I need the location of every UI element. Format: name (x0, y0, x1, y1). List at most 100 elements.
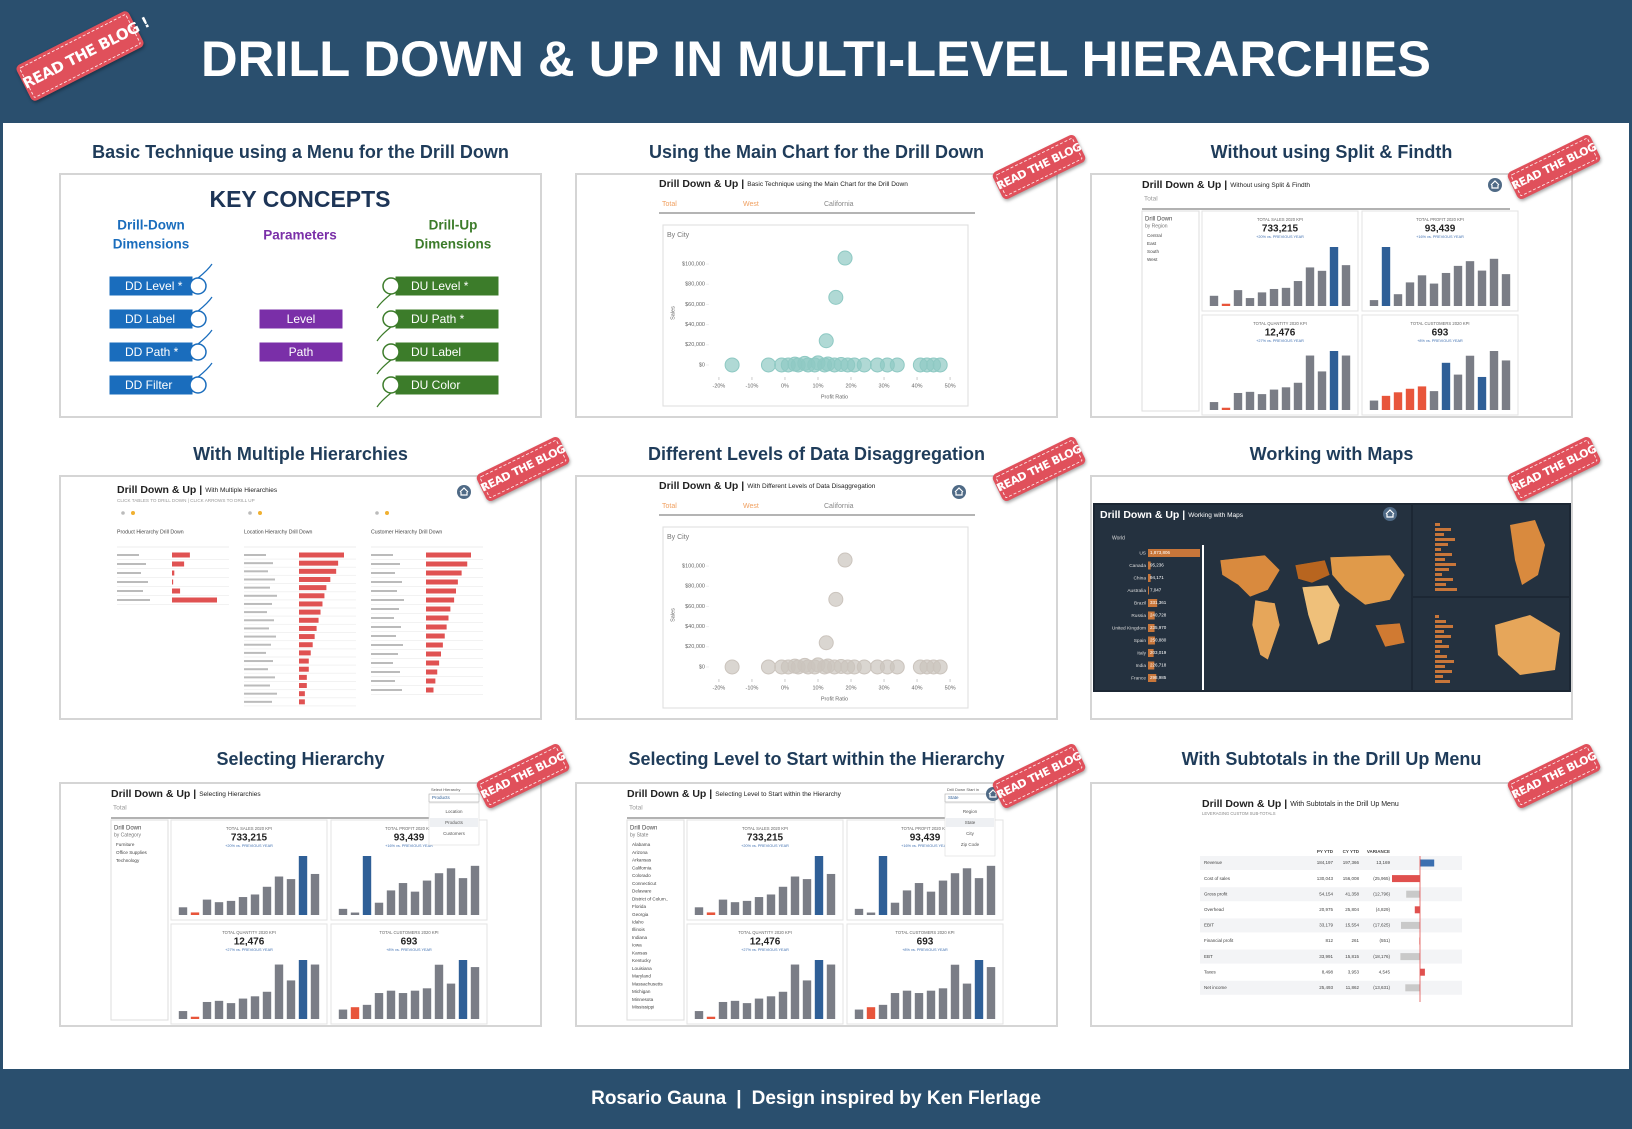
separator: | (736, 1088, 742, 1109)
side-item: Florida (632, 904, 646, 909)
map-region (1374, 622, 1406, 648)
thumbnail[interactable]: Drill Down & Up | With Subtotals in the D… (1090, 782, 1573, 1027)
hierarchy-bar (426, 561, 468, 567)
kpi-bar (446, 868, 456, 915)
drill-up-arrow (375, 511, 379, 515)
cy-value: 197,366 (1343, 860, 1360, 865)
sub-bar (1435, 573, 1442, 576)
row-label-placeholder (244, 602, 272, 605)
side-subtitle: by Category (114, 832, 141, 838)
thumbnail[interactable]: KEY CONCEPTS Drill-Down Dimensions DD Level… (59, 173, 542, 418)
py-value: 812 (1325, 938, 1333, 943)
kpi-bar (422, 880, 432, 915)
kpi-note: +16% vs. PREVIOUS YEAR (1416, 235, 1464, 239)
drill-up-arrow (385, 511, 389, 515)
variance-bar (1414, 906, 1420, 914)
kpi-bar (766, 894, 776, 915)
hierarchy-bar (426, 642, 443, 648)
row-label-placeholder (371, 689, 402, 691)
thumbnail[interactable]: Drill Down & Up | Basic Technique using t… (575, 173, 1058, 418)
dashboard-heading: Drill Down & Up | With Multiple Hierarchi… (117, 484, 278, 496)
row-label-placeholder (244, 635, 276, 638)
concept-label: DD Level * (125, 279, 183, 293)
kpi-bar (926, 990, 936, 1019)
kpi-note: +8% vs. PREVIOUS YEAR (902, 948, 948, 952)
sub-bar (1435, 640, 1442, 643)
country-bar (1148, 574, 1151, 582)
country-name: Brazil (1134, 600, 1146, 606)
kpi-bar (962, 868, 972, 915)
connector (376, 293, 392, 309)
kpi-value: 693 (1432, 328, 1449, 339)
kpi-bar (1477, 376, 1487, 410)
kpi-bar (1381, 247, 1391, 306)
row-label-placeholder (244, 700, 272, 703)
side-item: Office Supplies (116, 850, 148, 855)
x-axis-label: Profit Ratio (821, 394, 848, 400)
concept-label: DD Path * (125, 345, 179, 359)
kpi-bar (950, 873, 960, 915)
home-icon-glyph (1385, 509, 1395, 518)
thumbnail[interactable]: Drill Down & Up | With Different Levels o… (575, 475, 1058, 720)
variance-bar (1392, 875, 1420, 883)
side-item: Alabama (632, 842, 651, 847)
tab: Total (662, 503, 677, 510)
heading-sub: Without using Split & Findth (1230, 182, 1310, 189)
kpi-bar (286, 980, 296, 1019)
kpi-bar (974, 878, 984, 915)
side-item: Maryland (632, 974, 651, 979)
x-tick-label: 0% (781, 685, 789, 691)
variance-bar (1420, 968, 1425, 976)
scatter-point (724, 659, 740, 675)
country-bar (1148, 649, 1154, 657)
kpi-bar (1429, 283, 1439, 306)
chart-panel (662, 526, 969, 709)
hierarchy-bar (426, 624, 447, 630)
thumbnail[interactable]: Drill Down & Up | Selecting Level to Star… (575, 782, 1058, 1027)
kpi-bar (1465, 355, 1475, 410)
side-panel (626, 819, 685, 1021)
country-value: 298,985 (1150, 675, 1167, 680)
row-label-placeholder (244, 562, 273, 565)
hierarchy-bar (299, 560, 339, 566)
hierarchy-bar (426, 687, 434, 693)
sub-bar (1435, 620, 1446, 623)
kpi-bar (754, 897, 764, 915)
row-label-placeholder (371, 572, 395, 574)
row-name: Financial profit (1204, 938, 1234, 943)
country-bar (1148, 611, 1155, 620)
card-title: Different Levels of Data Disaggregation (647, 444, 986, 464)
thumbnail[interactable]: Drill Down & Up | Selecting Hierarchies To… (59, 782, 542, 1027)
thumbnail[interactable]: Drill Down & Up | With Multiple Hierarchi… (59, 475, 542, 720)
connector (197, 329, 213, 345)
kpi-bar (214, 902, 224, 915)
row-label-placeholder (244, 643, 271, 646)
kpi-bar (1221, 303, 1231, 306)
country-bar (1148, 674, 1157, 682)
thumbnail[interactable]: Drill Down & Up | Without using Split & F… (1090, 173, 1573, 418)
x-tick-label: 40% (912, 383, 923, 389)
sub-bar (1435, 655, 1447, 658)
kpi-bar (238, 897, 248, 915)
dashboard-heading: Drill Down & Up | With Different Levels o… (659, 480, 876, 492)
kpi-bar (350, 912, 360, 915)
scatter-point (818, 635, 834, 651)
author: Rosario Gauna (591, 1088, 727, 1109)
kpi-bar (962, 983, 972, 1019)
card: Drill Down & Up | With Multiple Hierarchi… (59, 475, 542, 720)
kpi-bar (866, 912, 876, 915)
thumbnail[interactable]: Drill Down & Up | Working with Maps World U… (1090, 475, 1573, 720)
row-label-placeholder (244, 586, 270, 589)
selector-option: Location (445, 809, 463, 814)
y-tick-label: $20,000 (685, 342, 705, 348)
kpi-value: 93,439 (910, 833, 941, 844)
hierarchy-bar (299, 568, 337, 574)
kpi-bar (1417, 386, 1427, 410)
hierarchy-bar (426, 597, 455, 603)
kpi-bar (730, 1000, 740, 1019)
connector (197, 362, 213, 378)
y-tick-label: $20,000 (685, 644, 705, 650)
row-label-placeholder (371, 653, 398, 655)
connector-node (382, 310, 400, 328)
country-bar (1148, 636, 1155, 645)
